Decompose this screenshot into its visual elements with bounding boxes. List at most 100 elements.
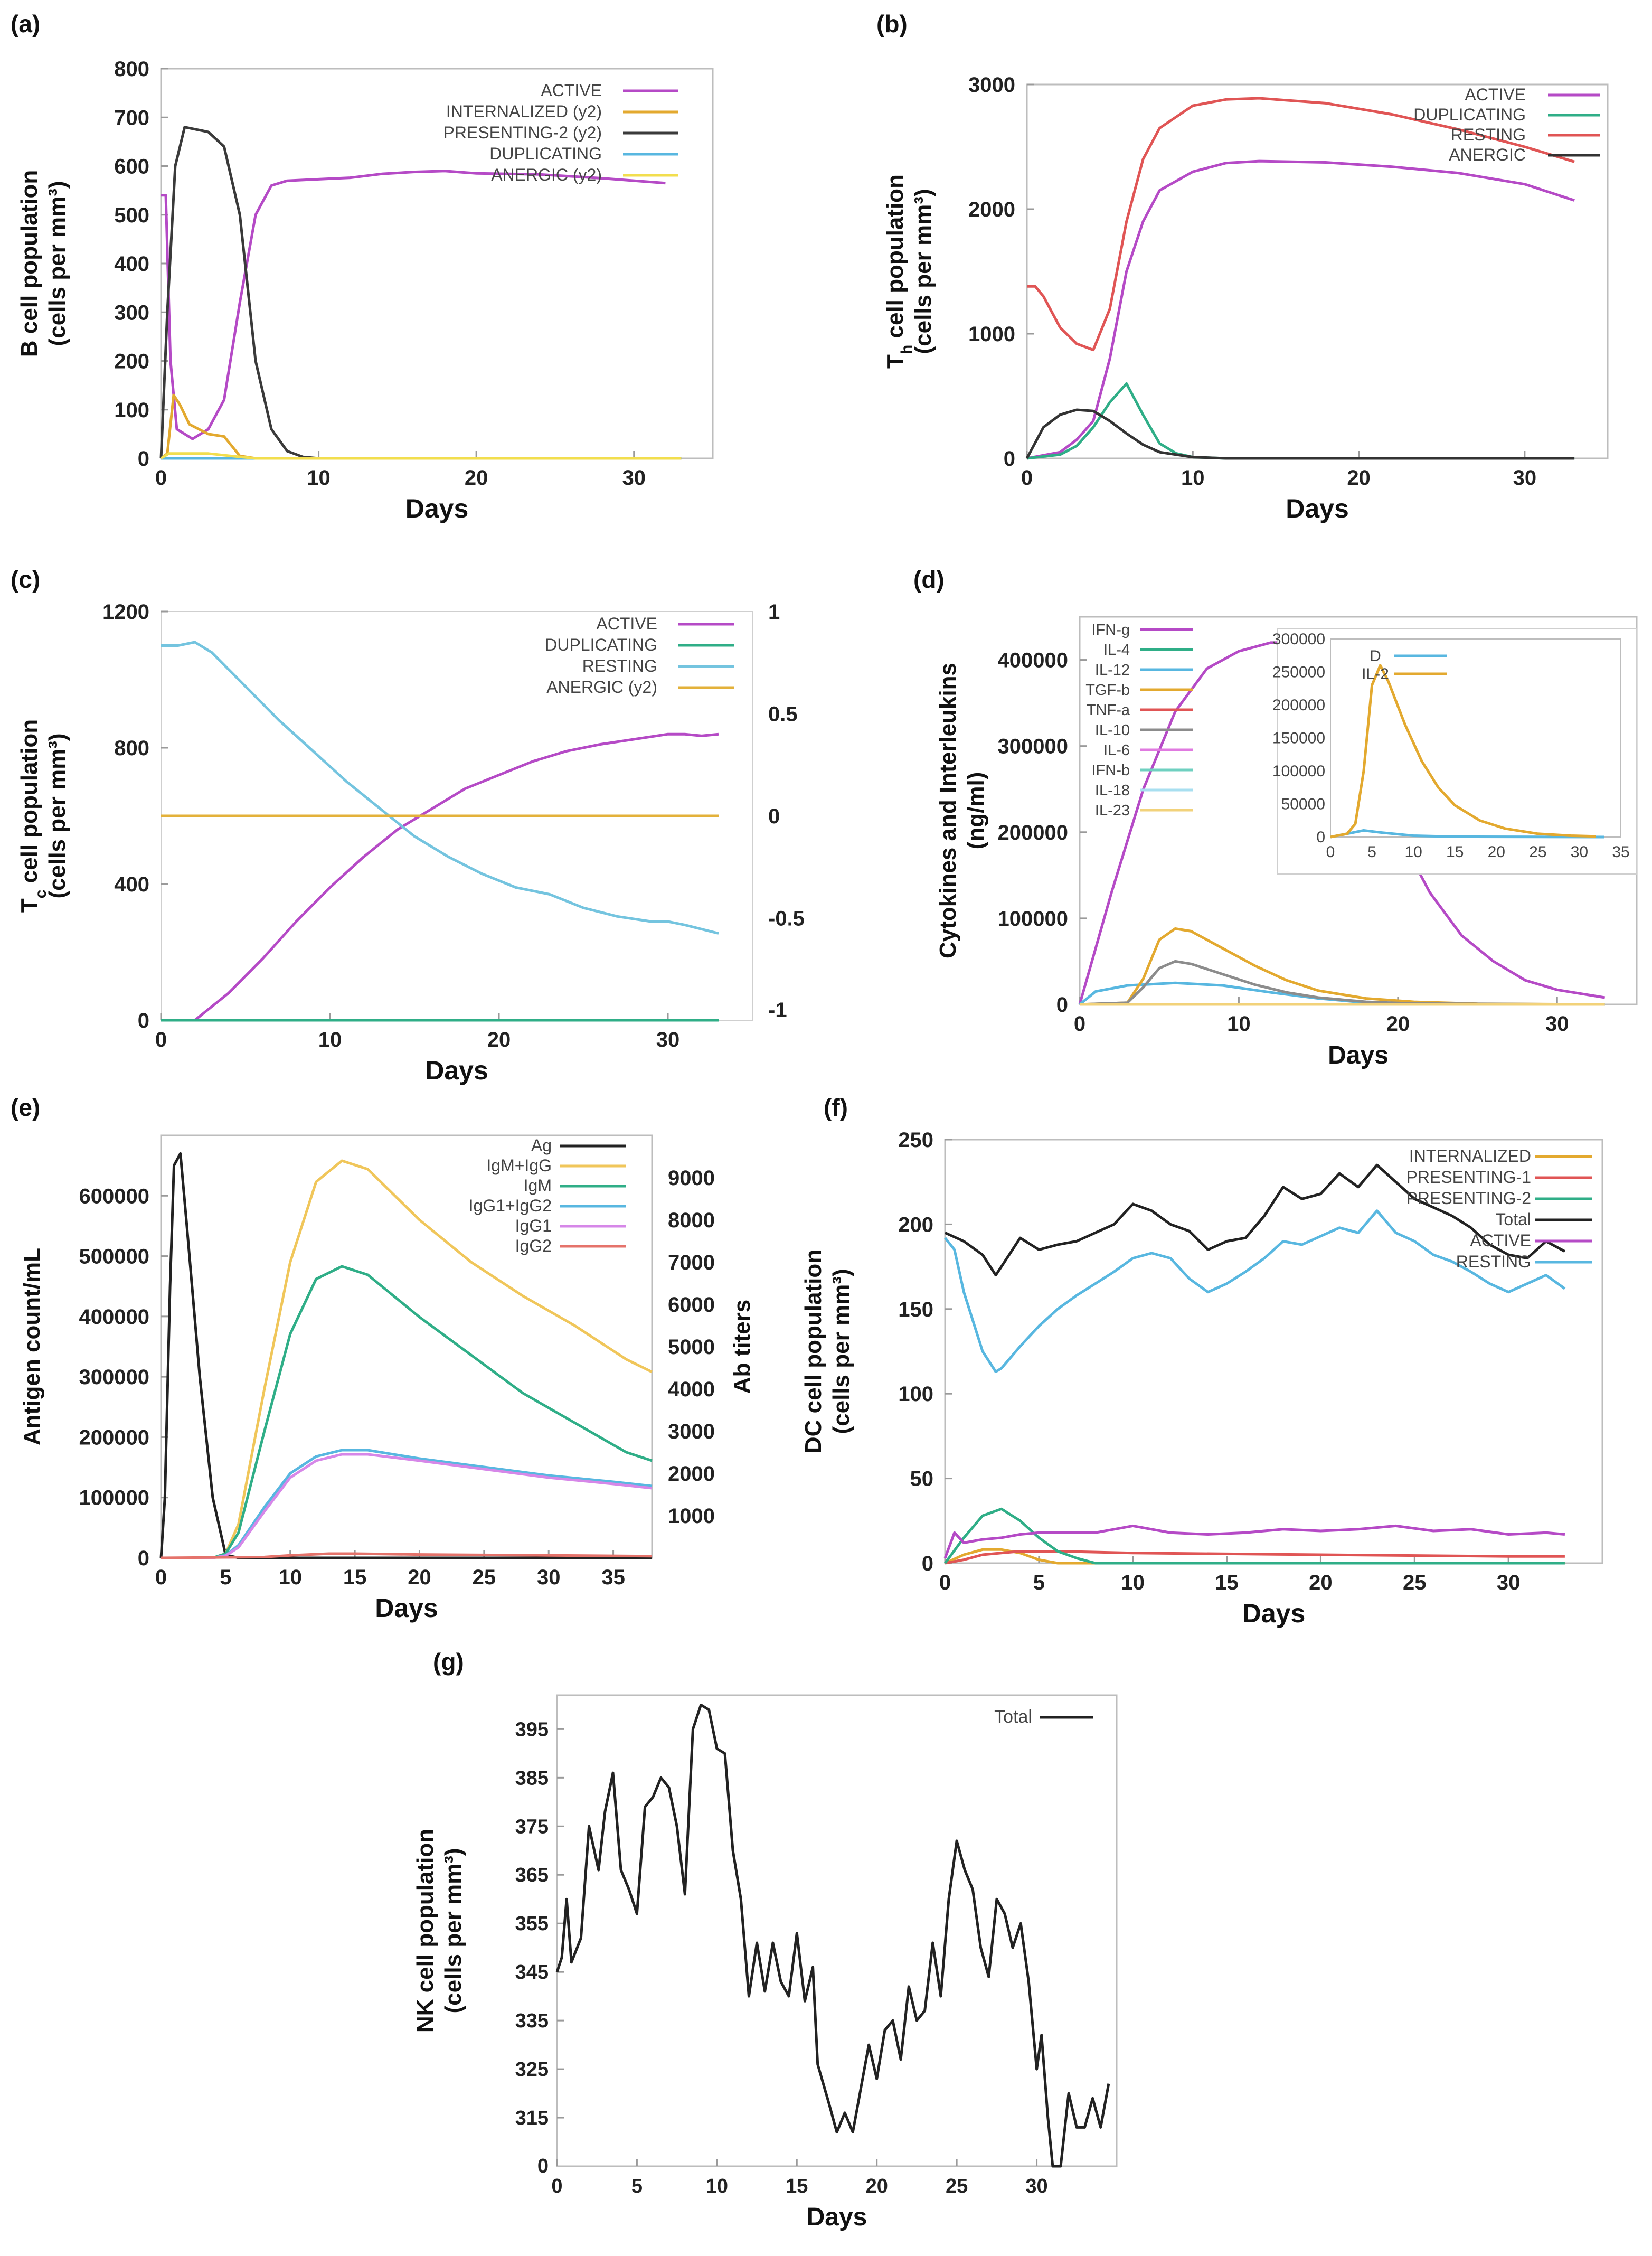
x-tick-label: 15 [343, 1566, 367, 1589]
series-line-ag [159, 1152, 652, 1559]
legend-label-anergic: ANERGIC [1449, 145, 1526, 164]
y-tick-label: 500 [114, 204, 149, 227]
y2-tick-label: 4000 [668, 1378, 715, 1401]
y-tick-label: 355 [515, 1913, 549, 1935]
y-tick-label: 335 [515, 2010, 549, 2032]
y-axis-title: Cytokines and Interleukins [935, 663, 961, 958]
x-axis-title: Days [1328, 1041, 1389, 1069]
panel-d: (d) 0 10 20 30 0 100000 200000 300000 400000 Days… [824, 554, 1652, 1083]
x-tick-label: 25 [946, 2175, 968, 2197]
inset-x-tick-label: 20 [1488, 843, 1505, 861]
x-tick-label: 20 [408, 1566, 431, 1589]
y-tick-label: 100 [114, 399, 149, 422]
series-line-resting [161, 641, 719, 935]
legend-label-resting: RESTING [1451, 125, 1526, 144]
y-tick-label: 150 [898, 1298, 933, 1321]
y2-tick-label: 5000 [668, 1336, 715, 1359]
y-tick-label: 0 [1056, 993, 1068, 1017]
x-tick-label: 0 [155, 1566, 167, 1589]
y2-tick-label: 0.5 [768, 703, 798, 726]
x-tick-label: 0 [155, 1028, 167, 1051]
y-tick-label: 300 [114, 301, 149, 324]
y-axis-title: Antigen count/mL [19, 1248, 45, 1445]
legend-label-duplicating: DUPLICATING [1413, 105, 1526, 124]
legend-label-total: Total [994, 1707, 1032, 1727]
inset-y-tick-label: 300000 [1272, 631, 1325, 648]
plot-frame [160, 1134, 653, 1559]
legend-label-ag: Ag [531, 1136, 552, 1155]
series-line-resting [944, 1209, 1566, 1373]
chart-b: 0 10 20 30 0 1000 2000 3000 Days Th cell populati… [882, 73, 1609, 523]
series-line-presenting-1 [945, 1550, 1565, 1565]
legend-label-active: ACTIVE [596, 614, 657, 633]
inset-x-tick-label: 15 [1446, 843, 1464, 861]
y-tick-label: 800 [114, 737, 149, 760]
series-line-active [161, 732, 719, 1022]
y-tick-label: 100000 [79, 1487, 149, 1510]
x-tick-label: 5 [631, 2175, 643, 2197]
legend-label-internalized-y2: INTERNALIZED (y2) [446, 102, 602, 121]
x-tick-label: 20 [487, 1028, 511, 1051]
x-tick-label: 30 [537, 1566, 561, 1589]
panel-e: (e) 0 5 10 15 20 25 30 35 0 100000 200000 300000 400… [0, 1083, 824, 1642]
inset-series-line-il-2 [1330, 664, 1596, 839]
y-axis-title: Th cell population [882, 174, 915, 369]
y2-tick-label: 8000 [668, 1209, 715, 1232]
x-tick-label: 10 [1121, 1571, 1145, 1594]
panel-label-c: (c) [11, 566, 41, 593]
y-tick-label: 300000 [998, 735, 1068, 758]
inset-y-tick-label: 100000 [1272, 763, 1325, 780]
panel-f: (f) 0 5 10 15 20 25 30 0 50 100 150 200 250 Days DC ce… [800, 1083, 1652, 1642]
y-tick-label: 385 [515, 1767, 549, 1789]
legend-label-igm-igg: IgM+IgG [486, 1156, 552, 1175]
y-tick-label: 395 [515, 1718, 549, 1741]
x-tick-label: 0 [1074, 1012, 1085, 1036]
panel-a: (a) 0 10 20 30 0 100 200 300 400 500 600 700 800 Days… [0, 0, 824, 554]
y-tick-label: 0 [537, 2155, 549, 2177]
x-tick-label: 0 [939, 1571, 951, 1594]
y-tick-label: 200 [898, 1213, 933, 1236]
legend-label-il-18: IL-18 [1095, 782, 1130, 799]
chart-f: 0 5 10 15 20 25 30 0 50 100 150 200 250 Days DC cell p… [800, 1129, 1603, 1628]
chart-c: 0 10 20 30 0 400 800 1200 -1 -0.5 0 0.5 1 Days Tc cell… [16, 600, 805, 1085]
x-tick-label: 10 [318, 1028, 342, 1051]
y-tick-label: 600000 [79, 1185, 149, 1208]
y-tick-label: 100 [898, 1383, 933, 1406]
legend-label-anergic-y2: ANERGIC (y2) [491, 165, 602, 184]
y-tick-label: 2000 [968, 198, 1015, 221]
panel-g: (g) 0 5 10 15 20 25 30 0 315 325 335 345 355 365 375 38… [412, 1642, 1257, 2256]
chart-e: 0 5 10 15 20 25 30 35 0 100000 200000 300000 400000 5… [19, 1134, 755, 1623]
x-tick-label: 25 [1403, 1571, 1427, 1594]
series-line-active [943, 1524, 1565, 1559]
inset-y-tick-label: 50000 [1281, 796, 1325, 813]
x-tick-label: 30 [1545, 1012, 1569, 1036]
y-tick-label: 800 [114, 58, 149, 81]
series-line-total [555, 1703, 1110, 2168]
y-axis-title: B cell population [16, 170, 42, 357]
chart-g: 0 5 10 15 20 25 30 0 315 325 335 345 355 365 375 385 395… [412, 1694, 1118, 2231]
legend-label-total: Total [1495, 1210, 1531, 1229]
panel-label-g: (g) [433, 1648, 464, 1676]
y-tick-label: 500000 [79, 1245, 149, 1268]
x-tick-label: 35 [601, 1566, 625, 1589]
legend-label-il-12: IL-12 [1095, 662, 1130, 679]
y2-tick-label: 6000 [668, 1293, 715, 1317]
series-line-igm [161, 1265, 653, 1559]
y-tick-label: 400 [114, 252, 149, 276]
x-tick-label: 10 [278, 1566, 302, 1589]
x-tick-label: 30 [656, 1028, 680, 1051]
legend-label-ifn-b: IFN-b [1092, 762, 1130, 779]
series-line-il-10 [1079, 960, 1605, 1006]
legend-label-il-23: IL-23 [1095, 802, 1130, 819]
y-tick-label: 365 [515, 1864, 549, 1886]
y-axis-title: DC cell population [800, 1249, 826, 1453]
y2-tick-label: 7000 [668, 1251, 715, 1274]
legend-label-tgf-b: TGF-b [1085, 682, 1130, 699]
x-tick-label: 20 [465, 466, 488, 490]
legend-label-ifn-g: IFN-g [1092, 622, 1130, 638]
legend-label-igg2: IgG2 [515, 1236, 552, 1255]
series-line-anergic-y2 [160, 452, 682, 460]
legend-label-presenting-1: PRESENTING-1 [1406, 1168, 1531, 1187]
inset-box [1277, 628, 1637, 875]
x-axis-title: Days [1286, 494, 1349, 523]
